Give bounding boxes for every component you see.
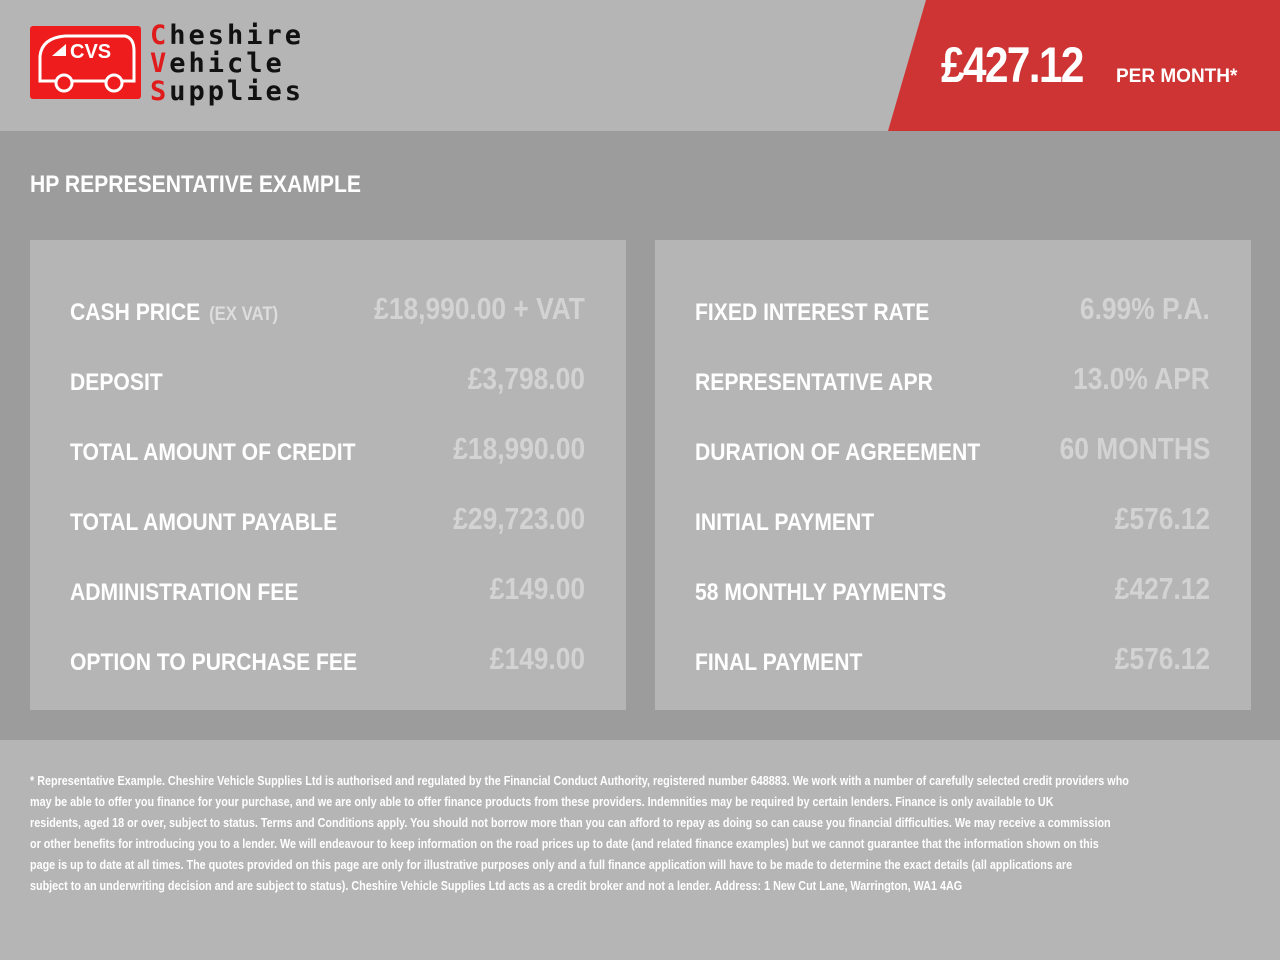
finance-value: £576.12 [1114, 501, 1210, 536]
finance-label: ADMINISTRATION FEE [70, 579, 299, 606]
finance-value: 13.0% APR [1073, 361, 1210, 396]
finance-label: OPTION TO PURCHASE FEE [70, 649, 358, 676]
finance-label: REPRESENTATIVE APR [695, 369, 933, 396]
cvs-logo-badge[interactable]: CVS [30, 26, 141, 99]
disclaimer-line: may be able to offer you finance for you… [30, 794, 1054, 809]
finance-label: TOTAL AMOUNT OF CREDIT [70, 439, 356, 466]
svg-text:CVS: CVS [70, 41, 111, 63]
right-finance-panel: FIXED INTEREST RATE 6.99% P.A. REPRESENTAT… [655, 240, 1251, 710]
finance-value: £3,798.00 [467, 361, 585, 396]
disclaimer-line: residents, aged 18 or over, subject to s… [30, 815, 1111, 830]
finance-label: INITIAL PAYMENT [695, 509, 875, 536]
finance-value: £29,723.00 [453, 501, 585, 536]
finance-row: REPRESENTATIVE APR 13.0% APR [655, 349, 1251, 419]
finance-row: TOTAL AMOUNT OF CREDIT £18,990.00 [30, 419, 626, 489]
finance-label: FINAL PAYMENT [695, 649, 863, 676]
finance-example-section: HP REPRESENTATIVE EXAMPLE CASH PRICE (EX … [0, 131, 1280, 740]
finance-sublabel: (EX VAT) [209, 304, 279, 325]
monthly-price-banner: £427.12 PER MONTH* [888, 0, 1280, 131]
finance-row: DEPOSIT £3,798.00 [30, 349, 626, 419]
van-logo-icon: CVS [38, 34, 136, 93]
company-name-logo: Cheshire Vehicle Supplies [150, 20, 305, 107]
finance-value: £149.00 [489, 571, 585, 606]
finance-value: 6.99% P.A. [1080, 291, 1210, 326]
finance-row: ADMINISTRATION FEE £149.00 [30, 559, 626, 629]
disclaimer-line: page is up to date at all times. The quo… [30, 857, 1073, 872]
finance-value: £576.12 [1114, 641, 1210, 676]
section-title: HP REPRESENTATIVE EXAMPLE [30, 171, 361, 198]
finance-label: DEPOSIT [70, 369, 163, 396]
finance-value: £18,990.00 + VAT [374, 291, 585, 326]
disclaimer: * Representative Example. Cheshire Vehic… [30, 770, 1280, 896]
disclaimer-line: or other benefits for introducing you to… [30, 836, 1099, 851]
finance-row: TOTAL AMOUNT PAYABLE £29,723.00 [30, 489, 626, 559]
disclaimer-line: subject to an underwriting decision and … [30, 878, 963, 893]
finance-value: £149.00 [489, 641, 585, 676]
header: CVS Cheshire Vehicle Supplies £427.12 PE… [0, 0, 1280, 131]
disclaimer-line: * Representative Example. Cheshire Vehic… [30, 773, 1129, 788]
finance-row: FIXED INTEREST RATE 6.99% P.A. [655, 279, 1251, 349]
finance-row: OPTION TO PURCHASE FEE £149.00 [30, 629, 626, 699]
finance-row: CASH PRICE (EX VAT) £18,990.00 + VAT [30, 279, 626, 349]
finance-label: FIXED INTEREST RATE [695, 299, 930, 326]
finance-value: 60 MONTHS [1059, 431, 1210, 466]
left-finance-panel: CASH PRICE (EX VAT) £18,990.00 + VAT DEPOSI… [30, 240, 626, 710]
finance-label: TOTAL AMOUNT PAYABLE [70, 509, 338, 536]
finance-row: INITIAL PAYMENT £576.12 [655, 489, 1251, 559]
monthly-price: £427.12 [941, 37, 1084, 93]
finance-row: FINAL PAYMENT £576.12 [655, 629, 1251, 699]
finance-label: CASH PRICE (EX VAT) [70, 299, 279, 326]
finance-value: £427.12 [1114, 571, 1210, 606]
finance-row: DURATION OF AGREEMENT 60 MONTHS [655, 419, 1251, 489]
per-month-label: PER MONTH* [1116, 66, 1238, 87]
finance-value: £18,990.00 [453, 431, 585, 466]
finance-row: 58 MONTHLY PAYMENTS £427.12 [655, 559, 1251, 629]
finance-label: 58 MONTHLY PAYMENTS [695, 579, 947, 606]
finance-label: DURATION OF AGREEMENT [695, 439, 981, 466]
